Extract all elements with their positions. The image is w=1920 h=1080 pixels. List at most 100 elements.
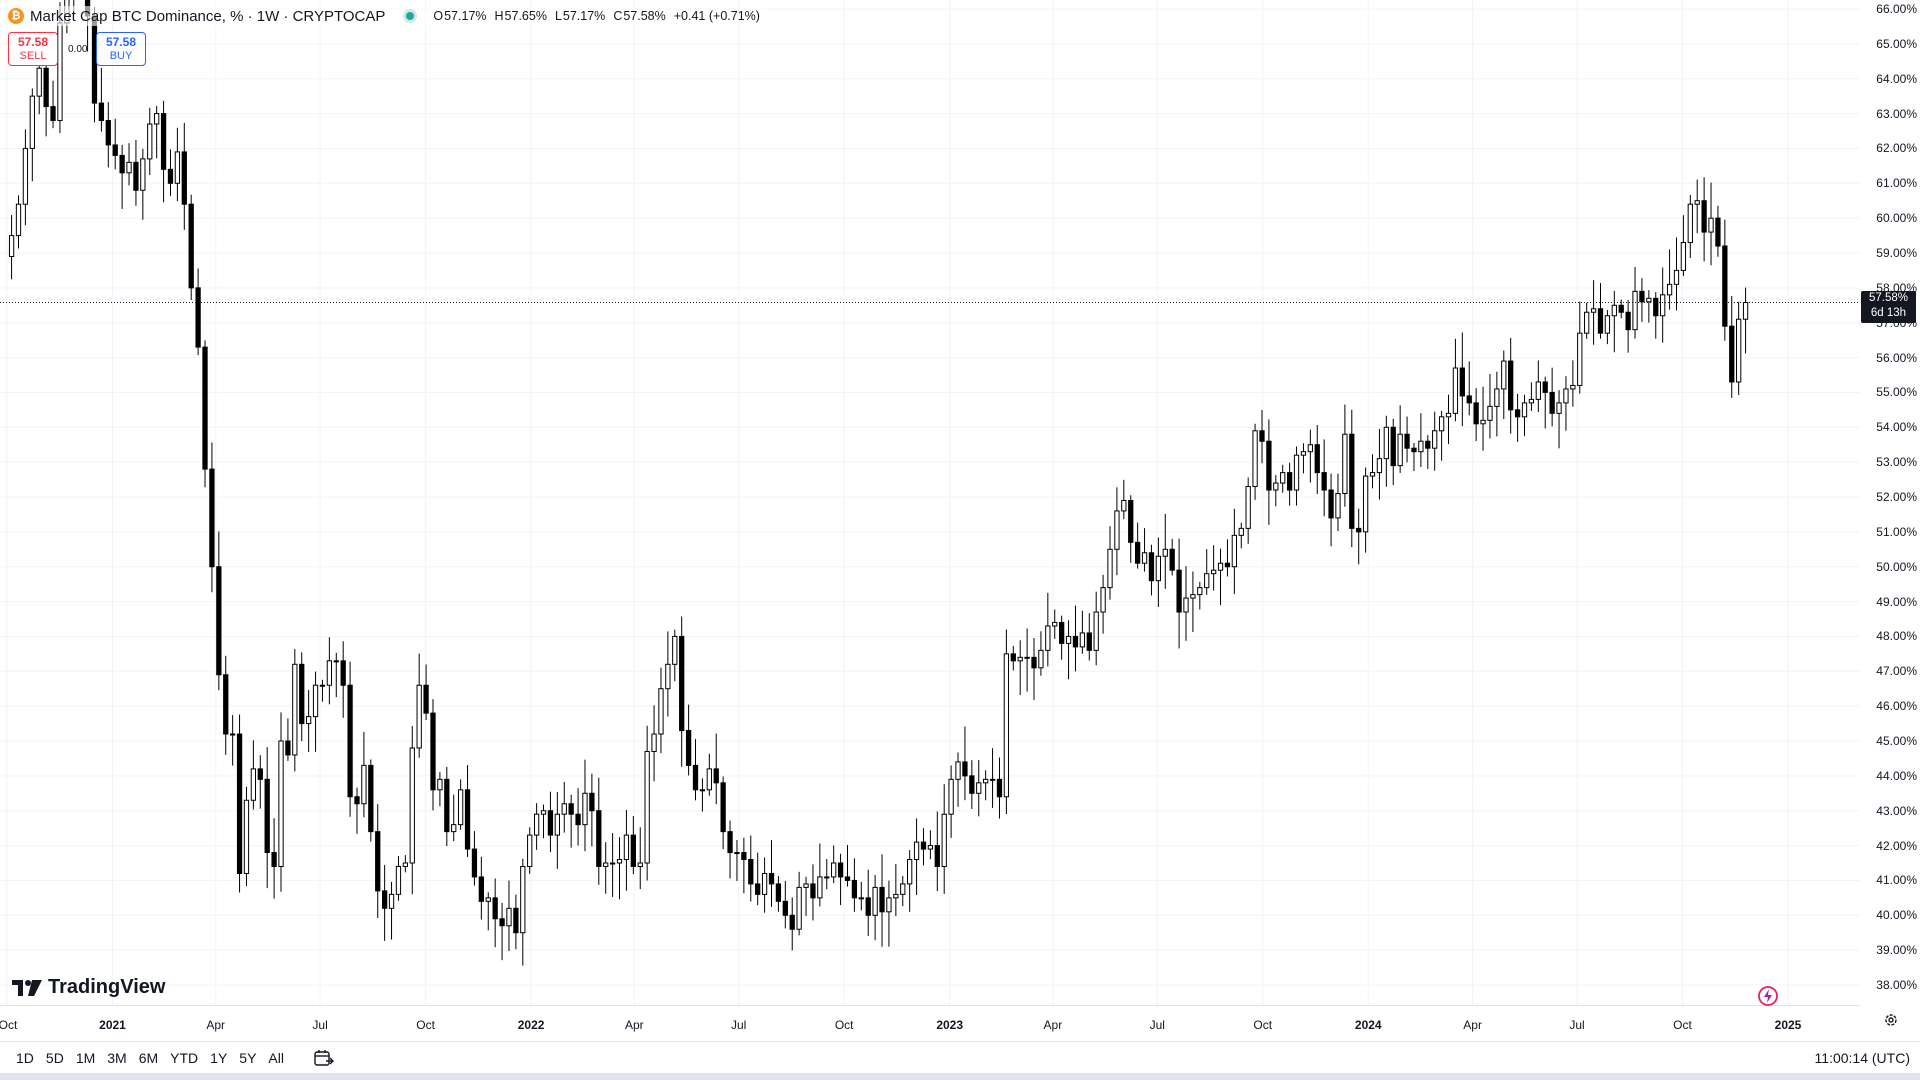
candle[interactable] bbox=[299, 652, 305, 742]
candle[interactable] bbox=[1079, 610, 1086, 654]
candle[interactable] bbox=[278, 712, 284, 892]
candle[interactable] bbox=[1687, 194, 1693, 258]
candle[interactable] bbox=[1742, 287, 1749, 354]
candle[interactable] bbox=[1514, 393, 1521, 442]
candle[interactable] bbox=[1411, 442, 1417, 472]
candle[interactable] bbox=[202, 340, 208, 488]
candle[interactable] bbox=[1100, 574, 1106, 634]
candle[interactable] bbox=[1328, 473, 1334, 547]
candle[interactable] bbox=[616, 837, 623, 900]
candle[interactable] bbox=[603, 842, 609, 894]
tradingview-logo[interactable]: TradingView bbox=[12, 976, 165, 999]
candle[interactable] bbox=[423, 664, 429, 720]
candle[interactable] bbox=[575, 788, 581, 846]
candle[interactable] bbox=[209, 442, 215, 593]
candle[interactable] bbox=[1197, 581, 1203, 610]
range-button-5d[interactable]: 5D bbox=[45, 1049, 64, 1066]
utc-clock[interactable]: 11:00:14 (UTC) bbox=[1814, 1049, 1910, 1066]
candle[interactable] bbox=[1114, 487, 1120, 576]
candle[interactable] bbox=[1673, 237, 1680, 311]
candle[interactable] bbox=[340, 641, 346, 718]
candlestick-chart[interactable] bbox=[0, 0, 1860, 1005]
candle[interactable] bbox=[98, 67, 105, 132]
candle[interactable] bbox=[582, 759, 588, 852]
candle[interactable] bbox=[1729, 295, 1735, 398]
candle[interactable] bbox=[223, 655, 229, 755]
candle[interactable] bbox=[1134, 522, 1141, 569]
candle[interactable] bbox=[1314, 425, 1320, 495]
candle[interactable] bbox=[768, 840, 775, 907]
candle[interactable] bbox=[1701, 177, 1707, 262]
range-button-1y[interactable]: 1Y bbox=[210, 1049, 228, 1066]
candle[interactable] bbox=[451, 794, 457, 842]
candle[interactable] bbox=[927, 830, 934, 860]
candle[interactable] bbox=[112, 118, 118, 170]
range-button-6m[interactable]: 6M bbox=[138, 1049, 159, 1066]
candle[interactable] bbox=[1349, 409, 1355, 548]
candle[interactable] bbox=[623, 809, 630, 891]
candle[interactable] bbox=[133, 139, 139, 206]
candle[interactable] bbox=[1549, 367, 1555, 427]
candle[interactable] bbox=[893, 863, 899, 917]
candle[interactable] bbox=[1065, 620, 1072, 680]
candle[interactable] bbox=[658, 667, 664, 754]
candle[interactable] bbox=[437, 772, 443, 807]
chart-area[interactable] bbox=[0, 0, 1860, 1005]
candle[interactable] bbox=[485, 892, 491, 931]
candle[interactable] bbox=[637, 827, 643, 890]
candle[interactable] bbox=[755, 852, 761, 906]
candle[interactable] bbox=[140, 148, 146, 220]
candle[interactable] bbox=[1383, 415, 1389, 487]
candle[interactable] bbox=[22, 129, 29, 226]
candle[interactable] bbox=[907, 850, 913, 912]
candle[interactable] bbox=[913, 818, 920, 896]
candle[interactable] bbox=[1155, 537, 1162, 607]
candle[interactable] bbox=[1059, 615, 1065, 660]
candle[interactable] bbox=[1204, 549, 1210, 595]
candle[interactable] bbox=[831, 845, 837, 884]
candle[interactable] bbox=[1107, 526, 1113, 600]
candle[interactable] bbox=[326, 637, 333, 705]
candle[interactable] bbox=[478, 856, 484, 920]
candle[interactable] bbox=[1259, 409, 1265, 464]
candle[interactable] bbox=[1563, 376, 1569, 431]
candle[interactable] bbox=[319, 679, 326, 702]
candle[interactable] bbox=[1473, 388, 1479, 442]
candle[interactable] bbox=[1286, 462, 1293, 506]
candle[interactable] bbox=[1715, 205, 1721, 257]
candle[interactable] bbox=[540, 804, 547, 839]
candle[interactable] bbox=[824, 859, 830, 890]
candle[interactable] bbox=[934, 811, 940, 892]
candle[interactable] bbox=[381, 864, 388, 941]
candle[interactable] bbox=[416, 653, 422, 758]
candle[interactable] bbox=[672, 629, 678, 682]
candle[interactable] bbox=[1404, 416, 1410, 463]
candle[interactable] bbox=[1494, 371, 1500, 437]
candle[interactable] bbox=[471, 831, 478, 886]
candle[interactable] bbox=[160, 100, 167, 203]
candle[interactable] bbox=[1362, 467, 1369, 553]
candle[interactable] bbox=[1418, 413, 1424, 467]
candle[interactable] bbox=[1038, 631, 1044, 676]
candle[interactable] bbox=[810, 864, 816, 921]
candle[interactable] bbox=[851, 858, 858, 912]
candle[interactable] bbox=[1542, 376, 1548, 429]
candle[interactable] bbox=[1466, 361, 1472, 416]
candle[interactable] bbox=[679, 616, 685, 767]
candle[interactable] bbox=[1590, 280, 1597, 345]
candle[interactable] bbox=[983, 770, 989, 801]
candle[interactable] bbox=[464, 764, 471, 857]
candle[interactable] bbox=[174, 127, 181, 202]
candle[interactable] bbox=[1432, 411, 1438, 471]
candle[interactable] bbox=[8, 214, 15, 280]
candle[interactable] bbox=[312, 671, 319, 752]
candle[interactable] bbox=[1280, 464, 1286, 493]
candle[interactable] bbox=[920, 828, 927, 866]
candle[interactable] bbox=[699, 778, 706, 812]
candle[interactable] bbox=[1577, 301, 1583, 394]
candle[interactable] bbox=[1238, 522, 1244, 549]
lightning-icon[interactable] bbox=[1757, 985, 1779, 1007]
candle[interactable] bbox=[1611, 290, 1617, 353]
candle[interactable] bbox=[250, 740, 257, 810]
candle[interactable] bbox=[782, 880, 788, 929]
